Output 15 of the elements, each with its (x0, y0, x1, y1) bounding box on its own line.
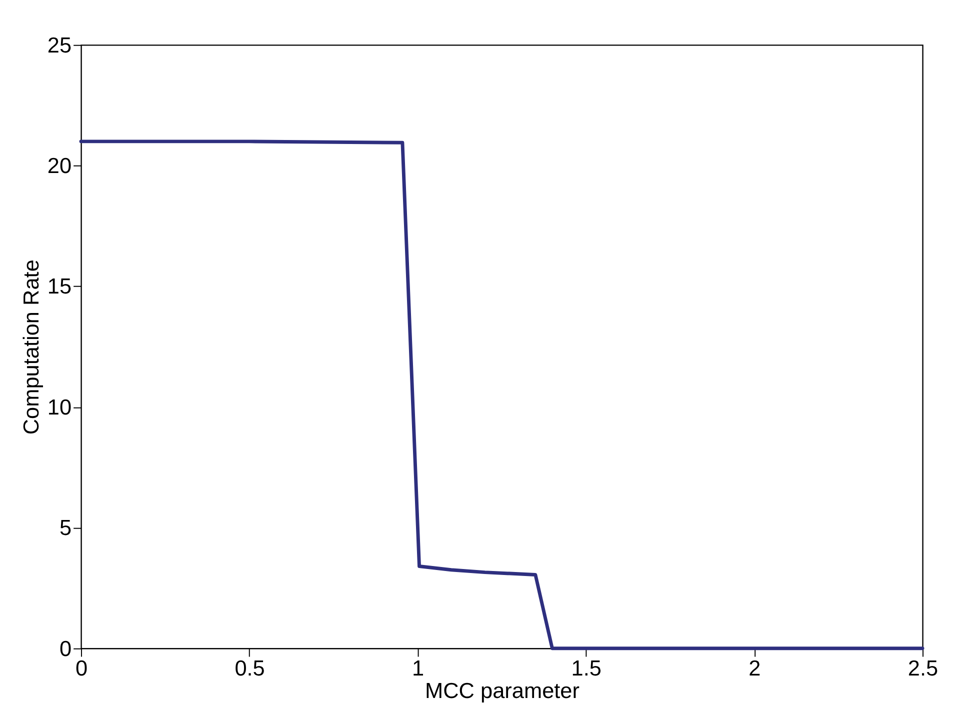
x-axis-title: MCC parameter (425, 678, 580, 704)
y-tick-label: 15 (47, 274, 72, 299)
y-tick-label: 20 (47, 152, 72, 178)
x-tick-label: 1 (412, 656, 424, 681)
line-series (79, 140, 924, 650)
x-tick-label: 0.5 (234, 656, 265, 681)
x-tick-label: 0 (75, 656, 88, 681)
y-tick-label: 0 (60, 636, 72, 661)
x-tick-label: 2.5 (908, 656, 938, 681)
y-tick-label: 5 (60, 515, 72, 540)
y-axis-title: Computation Rate (18, 260, 44, 435)
x-tick-label: 1.5 (571, 656, 602, 681)
y-tick-label: 10 (47, 394, 72, 420)
y-tick-label: 25 (47, 32, 72, 58)
x-tick-label: 2 (748, 656, 761, 681)
